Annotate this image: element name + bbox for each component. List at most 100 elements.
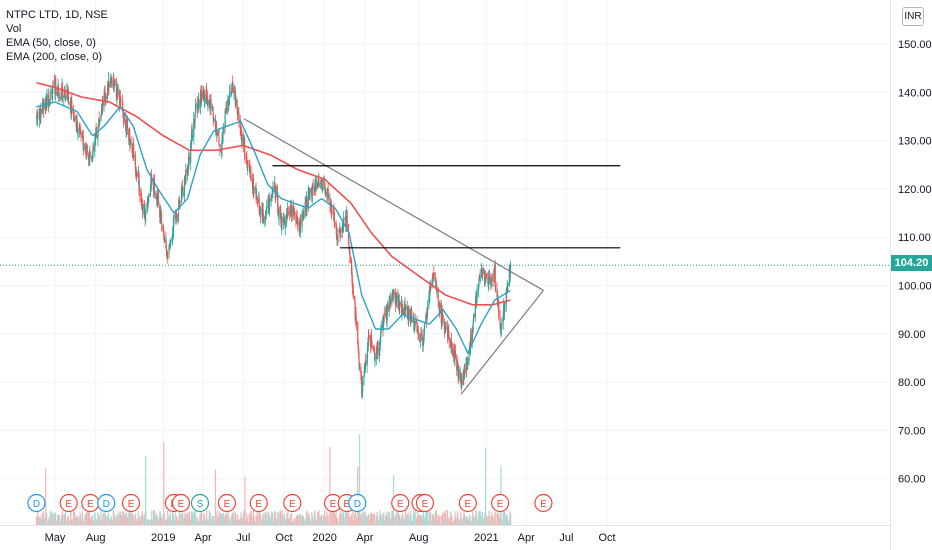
candle-body xyxy=(507,282,509,286)
candle-body xyxy=(114,78,116,83)
volume-bar xyxy=(68,520,70,525)
candle-body xyxy=(437,289,439,302)
currency-button[interactable]: INR xyxy=(902,7,924,26)
volume-bar xyxy=(318,515,320,525)
candle-body xyxy=(277,196,279,213)
candle-body xyxy=(301,214,304,216)
volume-bar xyxy=(247,521,249,525)
candle-body xyxy=(185,168,187,173)
candle-body xyxy=(432,279,434,281)
volume-bar xyxy=(103,510,105,525)
candle-body xyxy=(67,89,69,103)
candle-body xyxy=(97,124,99,133)
price-axis: 150.00 140.00 130.00 120.00 110.00 100.00 90.0… xyxy=(898,39,932,486)
candle-body xyxy=(217,129,220,135)
volume-bar xyxy=(448,519,450,525)
candle-body xyxy=(139,187,141,196)
volume-bar xyxy=(324,518,327,525)
volume-bar xyxy=(488,520,491,525)
candle-body xyxy=(265,210,267,216)
volume-bar xyxy=(255,515,257,525)
candle-body xyxy=(200,94,202,103)
candle-body xyxy=(320,182,322,185)
candle-body xyxy=(182,193,184,197)
candle-body xyxy=(38,109,41,120)
volume-bar xyxy=(300,516,302,525)
volume-bar xyxy=(388,511,390,525)
candle-body xyxy=(264,217,266,225)
candle-body xyxy=(504,305,506,307)
candle-body xyxy=(190,142,192,163)
candle-body xyxy=(253,189,255,193)
candle-body xyxy=(360,371,362,380)
candle-body xyxy=(277,210,279,215)
svg-text:E: E xyxy=(128,499,135,510)
candle-body xyxy=(314,180,316,183)
volume-bar xyxy=(379,512,381,525)
event-marker-e: E xyxy=(283,493,302,513)
candle-body xyxy=(373,350,375,352)
candle-body xyxy=(441,312,443,325)
candle-body xyxy=(362,381,364,392)
volume-bar xyxy=(262,513,264,525)
candle-body xyxy=(293,208,295,214)
volume-bar xyxy=(488,510,490,525)
candle-body xyxy=(301,215,303,226)
candle-body xyxy=(263,215,265,222)
volume-bar xyxy=(412,510,415,525)
candle-body xyxy=(351,279,354,288)
volume-bar xyxy=(151,510,153,525)
svg-text:E: E xyxy=(397,499,404,510)
volume-bar xyxy=(287,518,289,525)
candle-body xyxy=(488,277,490,289)
candle-body xyxy=(510,265,512,267)
svg-text:E: E xyxy=(497,499,504,510)
volume-legend[interactable]: Vol xyxy=(6,23,22,35)
candle-body xyxy=(290,205,293,217)
candle-body xyxy=(36,112,38,125)
candle-body xyxy=(366,355,368,366)
svg-text:D: D xyxy=(33,499,40,510)
volume-bar xyxy=(199,514,201,525)
volume-bar xyxy=(235,519,237,525)
volume-bar xyxy=(290,513,293,525)
candle-body xyxy=(76,118,78,130)
candle-body xyxy=(268,199,270,213)
volume-bar xyxy=(271,512,274,525)
candle-body xyxy=(333,211,335,213)
volume-bar xyxy=(43,518,45,525)
volume-bar xyxy=(40,520,42,525)
candle-body xyxy=(293,207,295,211)
volume-bar xyxy=(224,515,226,525)
candle-body xyxy=(383,315,385,319)
time-tick-label: Jul xyxy=(236,532,250,544)
candle-body xyxy=(82,136,84,151)
symbol-title[interactable]: NTPC LTD, 1D, NSE xyxy=(6,9,108,21)
candle-body xyxy=(405,306,407,309)
candle-body xyxy=(289,207,292,214)
volume-bar xyxy=(402,515,404,525)
candle-body xyxy=(91,153,94,162)
candle-body xyxy=(400,302,402,305)
candle-body xyxy=(454,351,457,358)
volume-bar xyxy=(417,515,419,525)
volume-bar xyxy=(498,515,500,525)
candle-body xyxy=(380,332,382,338)
volume-bar xyxy=(203,514,205,525)
candle-body xyxy=(422,342,424,346)
candle-body xyxy=(164,238,166,242)
volume-bar xyxy=(114,515,116,525)
ema50-legend[interactable]: EMA (50, close, 0) xyxy=(6,37,96,49)
volume-bar xyxy=(225,514,228,525)
price-tick-label: 150.00 xyxy=(898,39,932,51)
candle-body xyxy=(439,303,441,314)
volume-bar xyxy=(142,517,144,525)
candle-body xyxy=(117,90,119,94)
candle-body xyxy=(270,198,273,200)
candle-body xyxy=(253,192,255,193)
volume-bar xyxy=(399,514,401,525)
ema200-legend[interactable]: EMA (200, close, 0) xyxy=(6,51,102,63)
candle-body xyxy=(453,349,455,353)
volume-bar xyxy=(346,512,348,525)
